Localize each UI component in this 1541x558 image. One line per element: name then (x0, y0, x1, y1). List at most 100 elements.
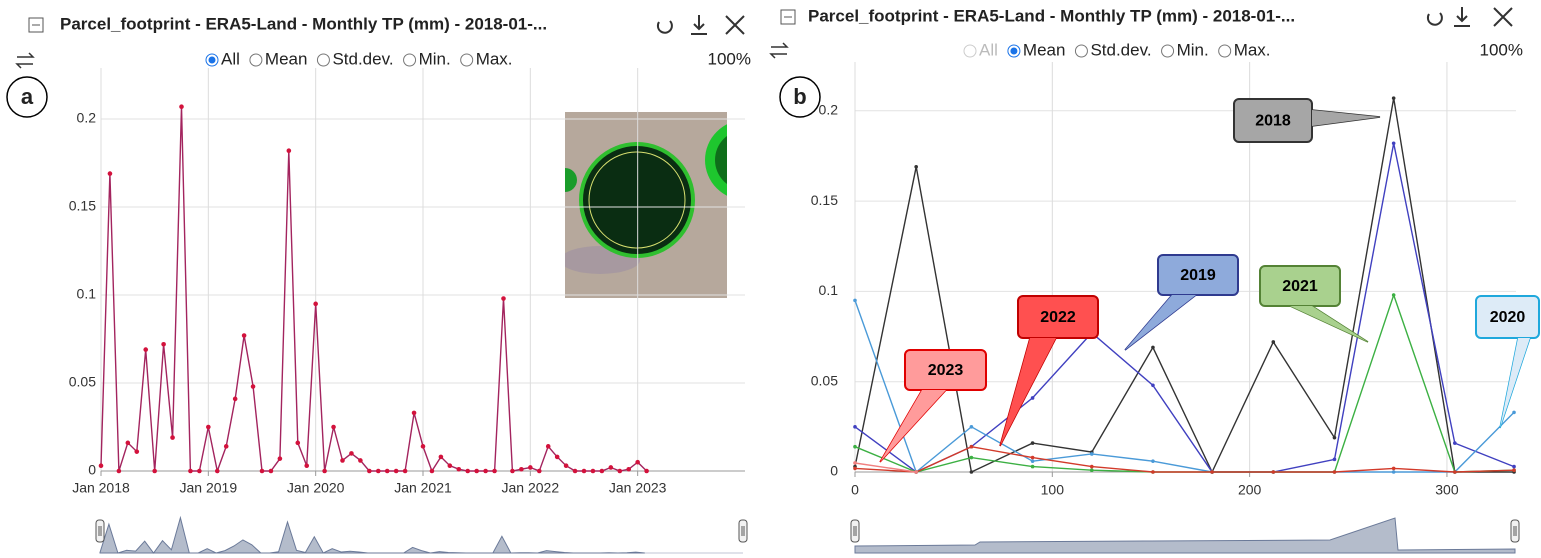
data-point (591, 469, 596, 474)
refresh-button[interactable] (658, 21, 672, 33)
swap-axes-button[interactable] (771, 43, 787, 58)
legend-callout: 2020 (1490, 309, 1526, 326)
navigator-handle[interactable] (1511, 520, 1519, 542)
swap-axes-button[interactable] (17, 53, 33, 68)
radio-button[interactable] (404, 54, 416, 66)
radio-label: All (979, 40, 998, 59)
navigator-handle[interactable] (96, 520, 104, 542)
y-tick-label: 0.05 (811, 372, 838, 388)
chart-title: Parcel_footprint - ERA5-Land - Monthly T… (60, 14, 547, 33)
radio-label: Std.dev. (1090, 40, 1151, 59)
data-point (134, 449, 139, 454)
data-point (412, 411, 417, 416)
x-tick-label: Jan 2023 (609, 480, 667, 496)
data-point (465, 469, 470, 474)
radio-button (964, 45, 976, 57)
refresh-button[interactable] (1428, 13, 1442, 25)
data-point (108, 171, 113, 176)
data-point (439, 455, 444, 460)
radio-label: Max. (1234, 40, 1271, 59)
radio-label: Mean (1023, 40, 1066, 59)
data-point (456, 467, 461, 472)
data-point (126, 441, 131, 446)
data-point (197, 469, 202, 474)
x-tick-label: Jan 2020 (287, 480, 345, 496)
radio-button[interactable] (461, 54, 473, 66)
x-tick-label: 200 (1238, 482, 1262, 498)
data-point (1512, 468, 1516, 472)
y-tick-label: 0.2 (819, 101, 839, 117)
download-button[interactable] (691, 15, 707, 34)
data-point (853, 299, 857, 303)
data-point (278, 456, 283, 461)
y-tick-label: 0 (88, 462, 96, 478)
data-point (635, 460, 640, 465)
zoom-level: 100% (1480, 40, 1523, 59)
radio-label: Min. (1177, 40, 1209, 59)
data-point (385, 469, 390, 474)
data-point (564, 463, 569, 468)
data-point (1392, 293, 1396, 297)
data-point (546, 444, 551, 449)
data-point (537, 469, 542, 474)
data-point (1453, 470, 1457, 474)
data-line (855, 447, 1514, 472)
data-point (313, 302, 318, 307)
radio-label: Min. (419, 49, 451, 68)
data-point (1392, 467, 1396, 471)
y-tick-label: 0.2 (77, 110, 97, 126)
data-point (224, 444, 229, 449)
zoom-level: 100% (708, 49, 751, 68)
navigator-area (100, 518, 645, 553)
close-button[interactable] (726, 16, 744, 34)
download-button[interactable] (1454, 7, 1470, 26)
data-point (1333, 458, 1337, 462)
data-point (1272, 470, 1276, 474)
close-button[interactable] (1494, 8, 1512, 26)
data-point (170, 435, 175, 440)
data-point (1031, 465, 1035, 469)
data-point (349, 451, 354, 456)
data-point (188, 469, 193, 474)
data-point (117, 469, 122, 474)
data-point (1512, 465, 1516, 469)
data-point (269, 469, 274, 474)
callout-joint (1312, 110, 1380, 126)
data-point (853, 425, 857, 429)
data-point (626, 467, 631, 472)
data-point (143, 347, 148, 352)
navigator-handle[interactable] (851, 520, 859, 542)
radio-dot (1010, 48, 1017, 55)
legend-callout: 2018 (1255, 113, 1291, 130)
data-point (492, 469, 497, 474)
data-point (1031, 459, 1035, 463)
data-point (519, 467, 524, 472)
y-tick-label: 0.05 (69, 374, 96, 390)
radio-button[interactable] (250, 54, 262, 66)
radio-label: All (221, 49, 240, 68)
data-point (304, 463, 309, 468)
radio-button[interactable] (1075, 45, 1087, 57)
x-tick-label: Jan 2019 (180, 480, 238, 496)
data-point (970, 425, 974, 429)
navigator-handle[interactable] (739, 520, 747, 542)
data-point (1090, 452, 1094, 456)
x-tick-label: Jan 2021 (394, 480, 452, 496)
data-point (99, 463, 104, 468)
data-point (295, 441, 300, 446)
data-point (1392, 470, 1396, 474)
y-tick-label: 0.15 (69, 198, 96, 214)
chart-title: Parcel_footprint - ERA5-Land - Monthly T… (808, 6, 1295, 25)
data-point (1031, 396, 1035, 400)
radio-label: Std.dev. (332, 49, 393, 68)
radio-button[interactable] (1162, 45, 1174, 57)
panel-label: b (793, 84, 806, 109)
radio-button[interactable] (1219, 45, 1231, 57)
inset-image (553, 112, 785, 298)
y-tick-label: 0.1 (77, 286, 97, 302)
y-tick-label: 0 (830, 463, 838, 479)
radio-button[interactable] (317, 54, 329, 66)
data-point (1090, 465, 1094, 469)
data-point (474, 469, 479, 474)
legend-callout: 2022 (1040, 309, 1076, 326)
